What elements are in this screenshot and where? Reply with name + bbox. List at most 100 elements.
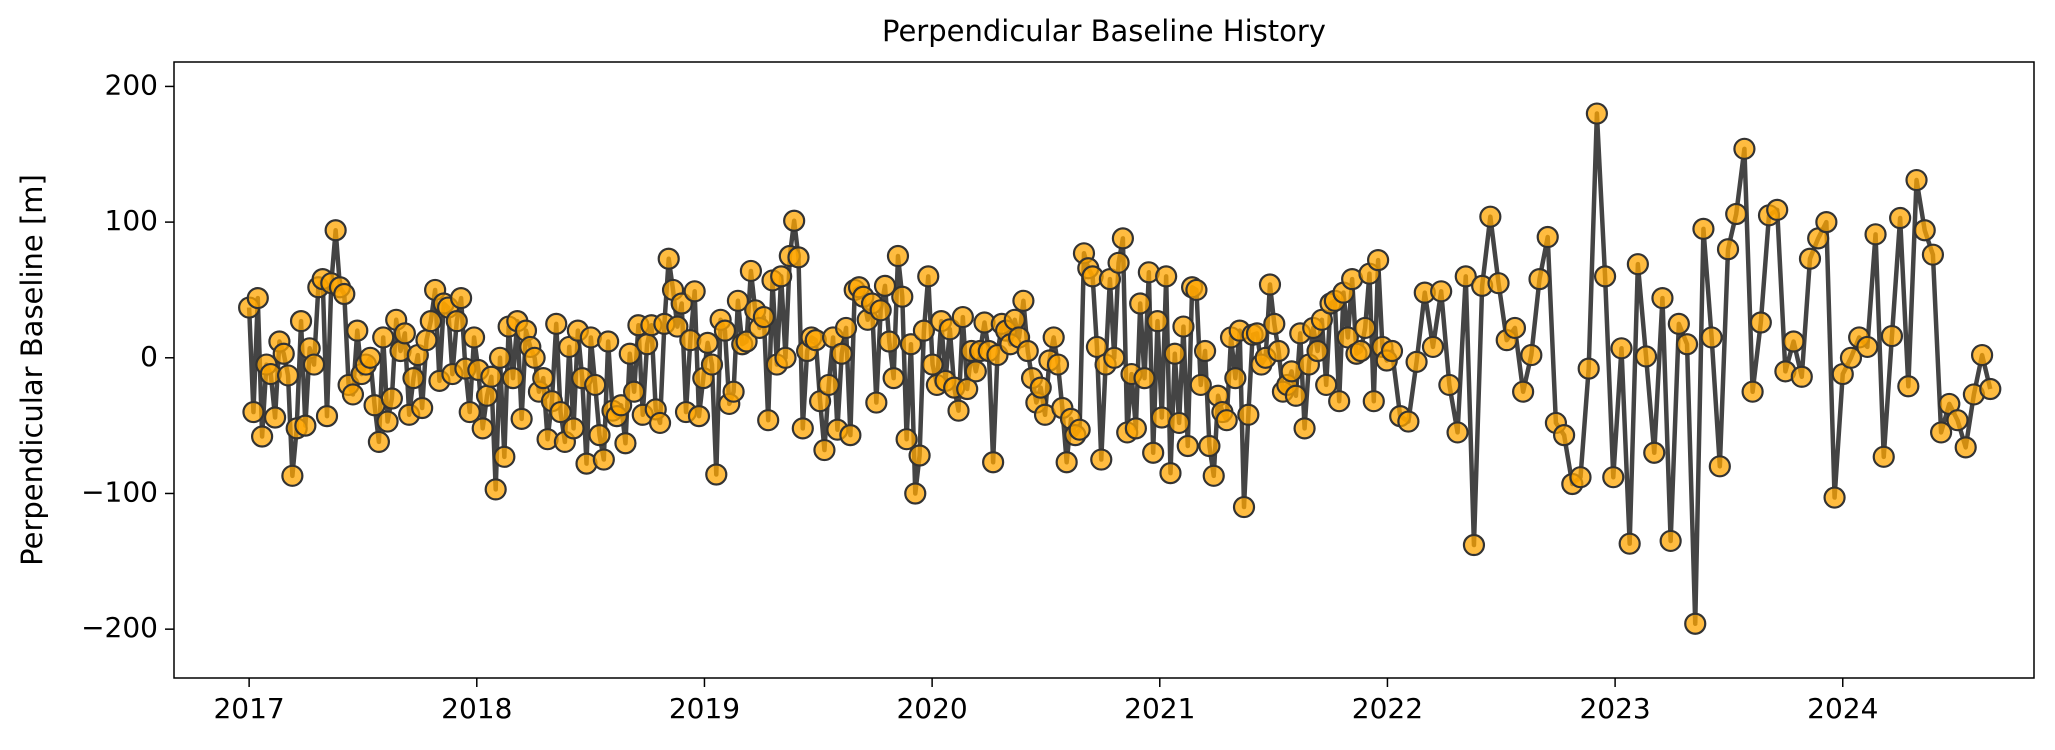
marker — [757, 409, 780, 432]
marker — [1872, 445, 1895, 468]
marker — [666, 315, 689, 338]
marker — [813, 438, 836, 462]
marker — [1163, 342, 1186, 365]
marker — [1232, 495, 1256, 519]
marker — [402, 367, 425, 390]
marker — [1328, 390, 1351, 413]
marker — [722, 380, 745, 403]
marker — [904, 482, 927, 505]
marker — [346, 319, 369, 342]
marker — [770, 265, 793, 288]
marker — [1897, 375, 1920, 398]
marker — [597, 330, 620, 353]
marker — [1068, 418, 1091, 441]
marker — [324, 219, 347, 242]
marker — [1610, 337, 1633, 360]
marker — [1124, 417, 1147, 440]
marker — [1362, 390, 1385, 413]
marker — [1856, 335, 1879, 359]
marker — [242, 400, 265, 424]
marker — [549, 400, 572, 424]
marker — [752, 305, 775, 329]
marker — [1237, 403, 1260, 426]
marker — [705, 463, 728, 486]
marker — [493, 445, 516, 468]
marker — [1626, 253, 1649, 276]
marker — [488, 346, 512, 369]
marker — [1172, 315, 1195, 338]
marker — [415, 329, 438, 352]
marker — [281, 464, 304, 487]
marker — [1176, 434, 1199, 458]
marker — [899, 333, 923, 356]
marker — [1267, 339, 1290, 363]
marker — [458, 400, 481, 424]
marker — [873, 274, 897, 297]
marker — [523, 346, 546, 369]
marker — [830, 342, 853, 365]
marker — [246, 286, 269, 310]
marker — [614, 432, 637, 455]
marker — [1684, 612, 1707, 635]
marker — [545, 312, 568, 335]
marker — [1142, 441, 1165, 464]
marker — [1782, 330, 1805, 353]
marker — [869, 299, 892, 322]
marker — [289, 310, 313, 333]
marker — [1512, 380, 1535, 403]
marker — [1954, 436, 1977, 459]
marker — [376, 410, 399, 433]
marker — [951, 305, 974, 329]
marker — [1585, 102, 1608, 125]
marker — [886, 244, 910, 268]
marker — [1306, 339, 1329, 363]
marker — [1602, 466, 1625, 489]
marker — [445, 310, 468, 333]
marker — [1159, 462, 1182, 485]
marker — [610, 394, 633, 417]
marker — [1438, 373, 1461, 397]
marker — [588, 424, 611, 447]
marker — [294, 414, 317, 437]
marker — [1569, 466, 1592, 489]
marker — [982, 451, 1005, 474]
marker — [1315, 373, 1338, 397]
x-tick-label: 2024 — [1807, 692, 1878, 725]
marker — [921, 353, 944, 376]
marker — [917, 265, 940, 288]
marker — [1168, 411, 1191, 435]
marker — [1930, 421, 1953, 444]
marker — [1258, 273, 1282, 296]
marker — [1354, 316, 1377, 340]
marker — [1146, 310, 1169, 333]
marker — [1446, 421, 1469, 444]
marker — [1889, 206, 1912, 230]
marker — [419, 310, 442, 333]
marker — [1946, 409, 1969, 432]
marker — [839, 424, 862, 447]
marker — [263, 406, 287, 429]
marker — [1651, 286, 1674, 310]
marker — [1111, 227, 1134, 250]
marker — [635, 333, 659, 356]
marker — [618, 342, 641, 365]
marker — [657, 247, 680, 270]
marker — [372, 326, 395, 349]
marker — [1198, 434, 1221, 458]
marker — [1716, 238, 1740, 261]
marker — [1725, 202, 1748, 226]
marker — [1129, 292, 1152, 315]
marker — [1749, 311, 1772, 334]
marker — [1367, 248, 1390, 272]
marker — [713, 319, 737, 342]
marker — [1864, 223, 1887, 246]
marker — [1185, 278, 1208, 302]
marker — [1085, 335, 1109, 359]
marker — [1815, 211, 1838, 234]
marker — [1536, 225, 1559, 249]
marker — [471, 417, 494, 440]
x-tick-label: 2022 — [1352, 692, 1423, 725]
marker — [1643, 441, 1666, 464]
y-tick-label: −200 — [81, 611, 158, 644]
